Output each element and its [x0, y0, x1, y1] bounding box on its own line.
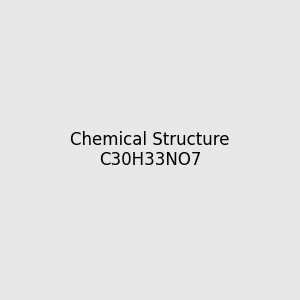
Text: Chemical Structure
C30H33NO7: Chemical Structure C30H33NO7	[70, 130, 230, 170]
